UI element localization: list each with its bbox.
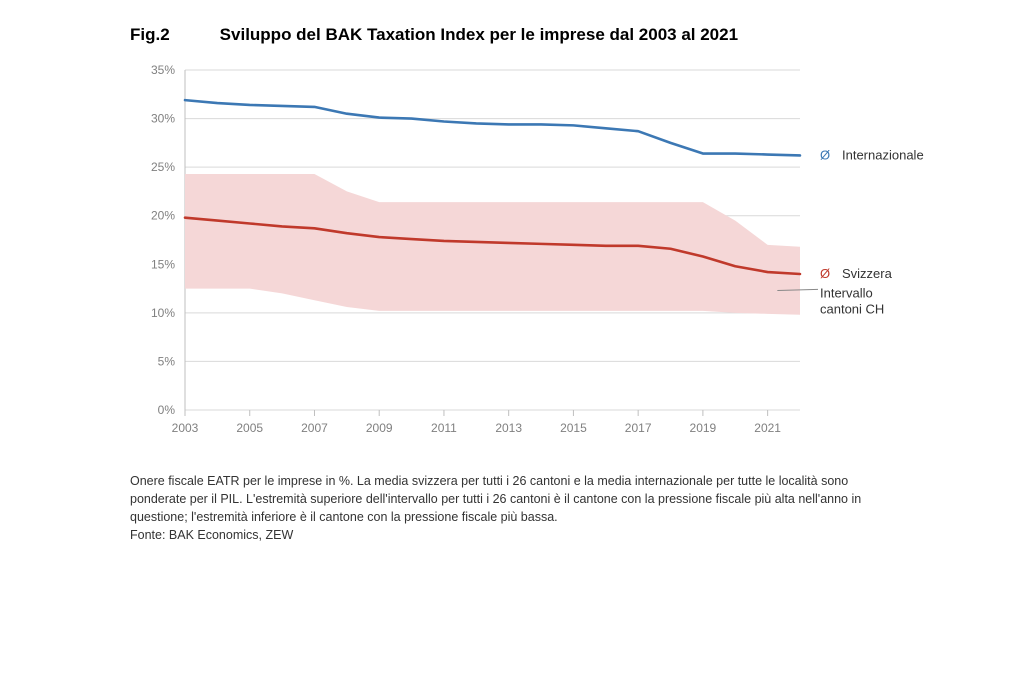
legend-band-2: cantoni CH [820, 301, 884, 316]
x-axis-label: 2015 [560, 421, 587, 435]
legend-internazionale: Internazionale [842, 147, 924, 162]
y-axis-label: 10% [151, 306, 175, 320]
y-axis-label: 5% [158, 354, 176, 368]
x-axis-label: 2007 [301, 421, 328, 435]
legend-band-1: Intervallo [820, 285, 873, 300]
legend-symbol-svizzera: Ø [820, 266, 830, 281]
y-axis-label: 0% [158, 403, 176, 417]
y-axis-label: 15% [151, 257, 175, 271]
y-axis-label: 30% [151, 112, 175, 126]
x-axis-label: 2019 [690, 421, 717, 435]
figure-number: Fig.2 [130, 25, 170, 45]
chart: 0% 5% 10% 15% 20% 25% 30% 35% 2003 2005 2007 2009 20… [130, 60, 940, 450]
legend-svizzera: Svizzera [842, 266, 893, 281]
cantoni-band [185, 174, 800, 315]
figure-title: Sviluppo del BAK Taxation Index per le i… [220, 25, 738, 45]
x-axis-label: 2005 [236, 421, 263, 435]
y-axis-label: 25% [151, 160, 175, 174]
x-axis-label: 2011 [431, 421, 457, 435]
x-axis-label: 2009 [366, 421, 393, 435]
figure-caption: Onere fiscale EATR per le imprese in %. … [130, 474, 861, 524]
figure-container: Fig.2 Sviluppo del BAK Taxation Index pe… [130, 25, 940, 545]
x-axis-label: 2017 [625, 421, 652, 435]
x-axis-label: 2013 [495, 421, 522, 435]
legend-symbol-internazionale: Ø [820, 147, 830, 162]
line-internazionale [185, 100, 800, 155]
x-axis-label: 2003 [172, 421, 199, 435]
x-axis-label: 2021 [754, 421, 781, 435]
figure-source: Fonte: BAK Economics, ZEW [130, 528, 293, 542]
y-axis-label: 20% [151, 209, 175, 223]
chart-svg: 0% 5% 10% 15% 20% 25% 30% 35% 2003 2005 2007 2009 20… [130, 60, 940, 450]
figure-caption-block: Onere fiscale EATR per le imprese in %. … [130, 472, 870, 545]
figure-header: Fig.2 Sviluppo del BAK Taxation Index pe… [130, 25, 940, 45]
y-axis-label: 35% [151, 63, 175, 77]
